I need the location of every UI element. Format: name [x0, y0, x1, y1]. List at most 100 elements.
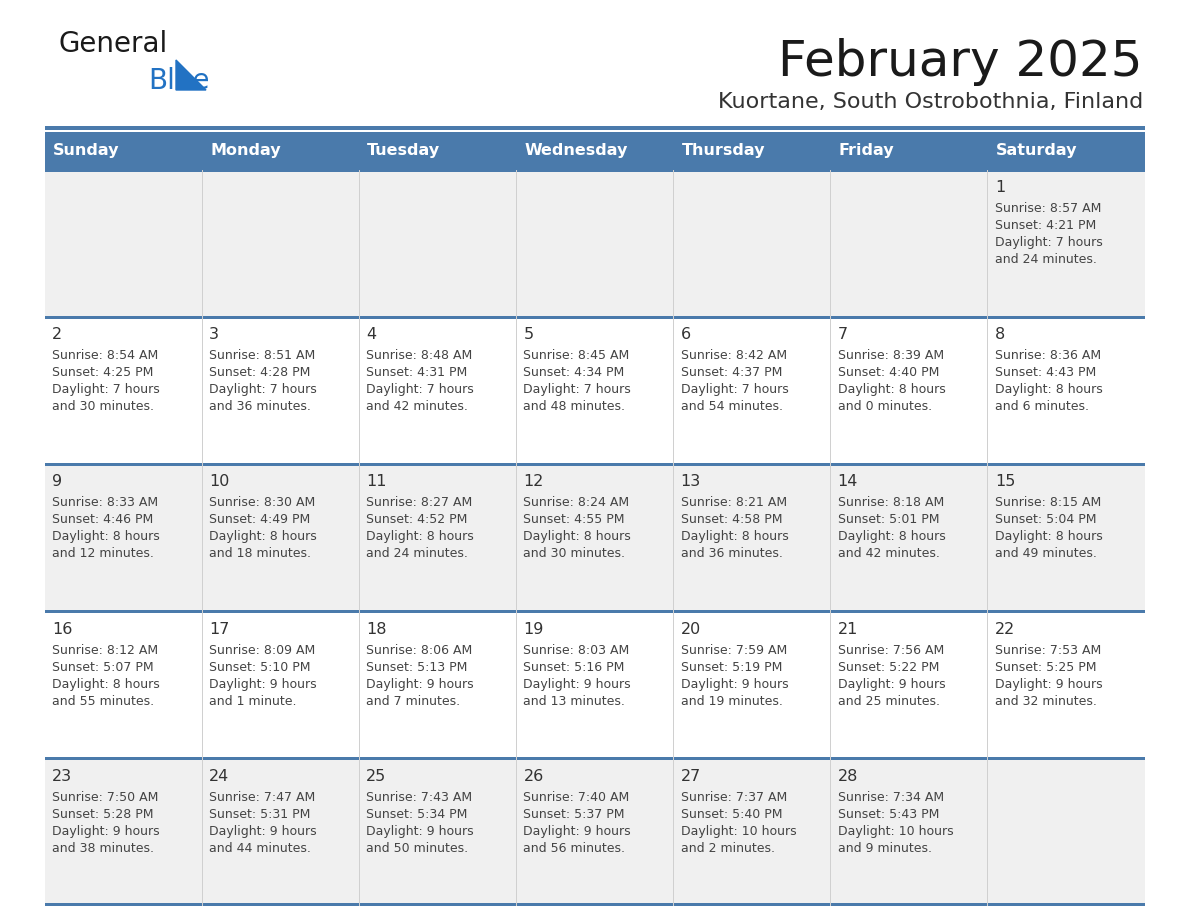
Bar [45, 126, 1145, 130]
Bar [359, 611, 517, 759]
Bar [988, 318, 1145, 465]
Text: and 25 minutes.: and 25 minutes. [838, 695, 940, 708]
Text: Sunset: 5:19 PM: Sunset: 5:19 PM [681, 661, 782, 674]
Text: Sunset: 4:40 PM: Sunset: 4:40 PM [838, 366, 939, 379]
Text: Sunrise: 8:48 AM: Sunrise: 8:48 AM [366, 349, 473, 363]
Text: Sunrise: 8:21 AM: Sunrise: 8:21 AM [681, 497, 786, 509]
Text: Daylight: 9 hours: Daylight: 9 hours [838, 677, 946, 690]
Text: Sunset: 5:07 PM: Sunset: 5:07 PM [52, 661, 153, 674]
Bar [674, 170, 830, 318]
Bar [45, 318, 202, 465]
Text: Kuortane, South Ostrobothnia, Finland: Kuortane, South Ostrobothnia, Finland [718, 92, 1143, 112]
Text: Sunrise: 7:50 AM: Sunrise: 7:50 AM [52, 790, 158, 804]
Bar [988, 611, 1145, 759]
Text: Sunrise: 7:43 AM: Sunrise: 7:43 AM [366, 790, 473, 804]
Text: Daylight: 10 hours: Daylight: 10 hours [681, 824, 796, 838]
Text: Daylight: 9 hours: Daylight: 9 hours [994, 677, 1102, 690]
Text: Sunset: 4:21 PM: Sunset: 4:21 PM [994, 219, 1097, 232]
Bar [202, 759, 359, 906]
Text: Wednesday: Wednesday [524, 143, 627, 159]
Text: 24: 24 [209, 768, 229, 784]
Bar [359, 132, 517, 170]
Bar [830, 132, 988, 170]
Bar [202, 611, 359, 759]
Bar [202, 132, 359, 170]
Text: Sunrise: 8:42 AM: Sunrise: 8:42 AM [681, 349, 786, 363]
Text: Daylight: 9 hours: Daylight: 9 hours [209, 824, 317, 838]
Text: 27: 27 [681, 768, 701, 784]
Text: 28: 28 [838, 768, 858, 784]
Text: and 36 minutes.: and 36 minutes. [681, 547, 783, 560]
Text: February 2025: February 2025 [778, 38, 1143, 86]
Text: 21: 21 [838, 621, 858, 636]
Text: and 12 minutes.: and 12 minutes. [52, 547, 154, 560]
Text: Sunday: Sunday [53, 143, 120, 159]
Text: Sunset: 4:46 PM: Sunset: 4:46 PM [52, 513, 153, 526]
Text: Blue: Blue [148, 67, 209, 95]
Bar [359, 318, 517, 465]
Text: Sunset: 5:40 PM: Sunset: 5:40 PM [681, 808, 782, 821]
Text: Daylight: 8 hours: Daylight: 8 hours [681, 531, 789, 543]
Text: Sunset: 4:58 PM: Sunset: 4:58 PM [681, 513, 782, 526]
Bar [45, 759, 202, 906]
Text: 25: 25 [366, 768, 386, 784]
Bar [202, 318, 359, 465]
Text: and 1 minute.: and 1 minute. [209, 695, 297, 708]
Text: Sunrise: 8:33 AM: Sunrise: 8:33 AM [52, 497, 158, 509]
Bar [988, 759, 1145, 906]
Bar [45, 169, 1145, 172]
Text: 2: 2 [52, 327, 62, 342]
Text: Daylight: 7 hours: Daylight: 7 hours [209, 383, 317, 397]
Bar [45, 463, 1145, 466]
Text: and 44 minutes.: and 44 minutes. [209, 842, 311, 855]
Text: Daylight: 8 hours: Daylight: 8 hours [994, 383, 1102, 397]
Text: Sunset: 5:22 PM: Sunset: 5:22 PM [838, 661, 939, 674]
Bar [517, 318, 674, 465]
Text: Saturday: Saturday [996, 143, 1078, 159]
Text: Daylight: 8 hours: Daylight: 8 hours [52, 531, 159, 543]
Text: Sunrise: 8:54 AM: Sunrise: 8:54 AM [52, 349, 158, 363]
Text: Sunrise: 8:12 AM: Sunrise: 8:12 AM [52, 644, 158, 656]
Text: Daylight: 7 hours: Daylight: 7 hours [524, 383, 631, 397]
Text: Sunrise: 8:30 AM: Sunrise: 8:30 AM [209, 497, 315, 509]
Text: 15: 15 [994, 475, 1016, 489]
Bar [359, 465, 517, 611]
Text: and 42 minutes.: and 42 minutes. [838, 547, 940, 560]
Text: and 36 minutes.: and 36 minutes. [209, 400, 311, 413]
Text: Sunset: 5:13 PM: Sunset: 5:13 PM [366, 661, 468, 674]
Text: and 55 minutes.: and 55 minutes. [52, 695, 154, 708]
Text: Sunset: 4:49 PM: Sunset: 4:49 PM [209, 513, 310, 526]
Text: Sunset: 5:37 PM: Sunset: 5:37 PM [524, 808, 625, 821]
Text: 14: 14 [838, 475, 858, 489]
Text: Sunset: 5:31 PM: Sunset: 5:31 PM [209, 808, 310, 821]
Text: Daylight: 8 hours: Daylight: 8 hours [838, 383, 946, 397]
Text: Sunset: 5:10 PM: Sunset: 5:10 PM [209, 661, 310, 674]
Text: Sunrise: 7:56 AM: Sunrise: 7:56 AM [838, 644, 944, 656]
Text: 18: 18 [366, 621, 387, 636]
Text: Sunset: 5:43 PM: Sunset: 5:43 PM [838, 808, 939, 821]
Polygon shape [176, 60, 206, 90]
Text: 4: 4 [366, 327, 377, 342]
Text: Sunrise: 8:09 AM: Sunrise: 8:09 AM [209, 644, 315, 656]
Text: Sunrise: 8:45 AM: Sunrise: 8:45 AM [524, 349, 630, 363]
Text: Sunrise: 7:34 AM: Sunrise: 7:34 AM [838, 790, 943, 804]
Text: Sunrise: 8:03 AM: Sunrise: 8:03 AM [524, 644, 630, 656]
Text: 23: 23 [52, 768, 72, 784]
Bar [988, 465, 1145, 611]
Bar [45, 132, 202, 170]
Bar [45, 316, 1145, 319]
Text: and 24 minutes.: and 24 minutes. [994, 253, 1097, 266]
Text: 16: 16 [52, 621, 72, 636]
Text: 11: 11 [366, 475, 387, 489]
Bar [830, 170, 988, 318]
Text: 19: 19 [524, 621, 544, 636]
Text: Sunrise: 8:39 AM: Sunrise: 8:39 AM [838, 349, 943, 363]
Text: Sunrise: 8:36 AM: Sunrise: 8:36 AM [994, 349, 1101, 363]
Text: Daylight: 9 hours: Daylight: 9 hours [524, 677, 631, 690]
Text: Sunset: 4:52 PM: Sunset: 4:52 PM [366, 513, 468, 526]
Text: and 48 minutes.: and 48 minutes. [524, 400, 625, 413]
Text: Daylight: 8 hours: Daylight: 8 hours [52, 677, 159, 690]
Text: Sunrise: 8:15 AM: Sunrise: 8:15 AM [994, 497, 1101, 509]
Bar [359, 759, 517, 906]
Bar [45, 610, 1145, 613]
